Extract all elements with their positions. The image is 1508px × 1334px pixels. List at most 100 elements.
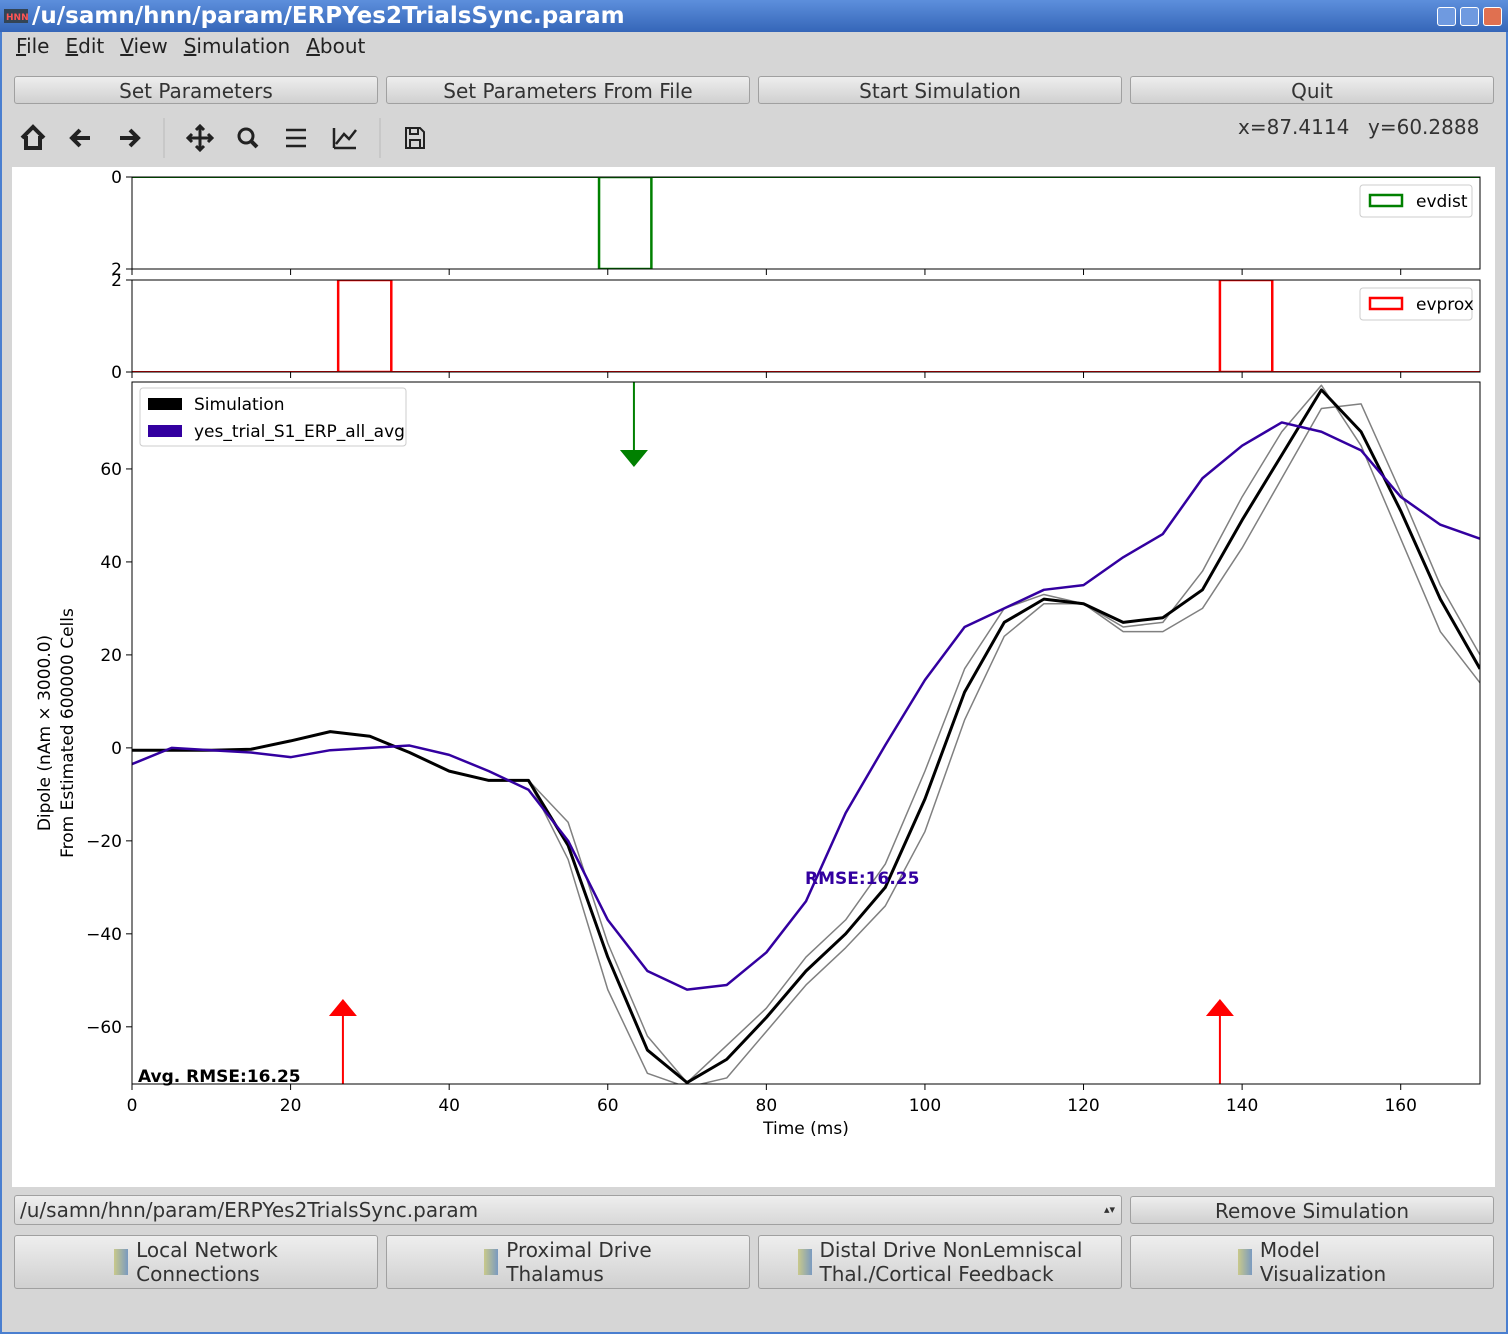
legend-label: evprox bbox=[1416, 295, 1474, 315]
axes-frame bbox=[131, 381, 1481, 1085]
legend: Simulation yes_trial_S1_ERP_all_avg bbox=[139, 387, 407, 447]
button-icon bbox=[797, 1249, 812, 1275]
series-line bbox=[132, 388, 1480, 1084]
drive-button[interactable]: Local Network Connections bbox=[14, 1235, 378, 1289]
button-icon bbox=[484, 1249, 499, 1275]
label-line: Visualization bbox=[1259, 1262, 1387, 1286]
drive-button[interactable]: Proximal Drive Thalamus bbox=[386, 1235, 750, 1289]
label-line: Connections bbox=[136, 1262, 260, 1286]
legend-swatch bbox=[148, 398, 182, 410]
file-combo[interactable]: /u/samn/hnn/param/ERPYes2TrialsSync.para… bbox=[14, 1195, 1122, 1225]
arrow-head bbox=[328, 999, 357, 1016]
menu-item[interactable]: View bbox=[120, 34, 168, 58]
series-line bbox=[132, 421, 1480, 991]
label-line: Model bbox=[1259, 1238, 1320, 1262]
series-line bbox=[132, 403, 1480, 1084]
legend-swatch bbox=[148, 425, 182, 437]
y-tick-label: 0 bbox=[111, 739, 122, 759]
save-icon[interactable] bbox=[405, 127, 425, 149]
y-axis-label: From Estimated 600000 Cells bbox=[58, 608, 78, 858]
avg-rmse-label: Avg. RMSE:16.25 bbox=[138, 1067, 301, 1087]
svg-text:HNN: HNN bbox=[6, 13, 28, 23]
button[interactable]: Set Parameters bbox=[14, 76, 378, 104]
x-tick-label: 100 bbox=[909, 1096, 941, 1116]
button[interactable]: Remove Simulation bbox=[1130, 1196, 1494, 1224]
x-tick-label: 0 bbox=[127, 1096, 138, 1116]
label-line: Thalamus bbox=[506, 1262, 604, 1286]
app-icon: HNN bbox=[4, 9, 28, 23]
y-tick-label: 0 bbox=[111, 168, 122, 188]
forward-icon[interactable] bbox=[120, 128, 141, 148]
back-icon[interactable] bbox=[69, 128, 90, 148]
home-icon[interactable] bbox=[20, 124, 46, 150]
menu-bar: File Edit View Simulation About bbox=[16, 34, 381, 62]
rmse-label: RMSE:16.25 bbox=[805, 869, 919, 889]
menu-item[interactable]: File bbox=[16, 34, 50, 58]
cursor-x: x=87.4114 bbox=[1238, 115, 1350, 139]
x-tick-label: 160 bbox=[1384, 1096, 1416, 1116]
plot-area bbox=[132, 280, 1480, 372]
combo-arrow: ▴▾ bbox=[1103, 1203, 1115, 1216]
bar bbox=[597, 177, 653, 269]
x-tick-label: 120 bbox=[1067, 1096, 1099, 1116]
plot-area bbox=[132, 384, 1480, 1084]
bar bbox=[1218, 280, 1274, 372]
plot-area bbox=[132, 177, 1480, 269]
x-tick-label: 80 bbox=[756, 1096, 778, 1116]
menu-item[interactable]: About bbox=[306, 34, 366, 58]
y-tick-label: 0 bbox=[111, 363, 122, 383]
x-tick-label: 60 bbox=[597, 1096, 619, 1116]
toolbar bbox=[20, 118, 425, 158]
arrow-head bbox=[619, 450, 648, 467]
minimize[interactable] bbox=[1437, 7, 1456, 26]
drive-arrow bbox=[328, 999, 357, 1084]
label-line: Thal./Cortical Feedback bbox=[819, 1262, 1054, 1286]
button-label: Model Visualization bbox=[1260, 1238, 1386, 1286]
label-line: Distal Drive NonLemniscal bbox=[819, 1238, 1083, 1262]
axes-frame bbox=[131, 176, 1481, 270]
x-tick-label: 140 bbox=[1226, 1096, 1258, 1116]
title-bar: HNN /u/samn/hnn/param/ERPYes2TrialsSync.… bbox=[0, 0, 1508, 32]
y-tick-label: −60 bbox=[86, 1018, 122, 1038]
y-tick-label: 2 bbox=[111, 260, 122, 280]
legend-box bbox=[1359, 287, 1473, 321]
legend: evdist bbox=[1359, 184, 1473, 218]
arrow-head bbox=[1205, 999, 1234, 1016]
legend-label: evdist bbox=[1416, 192, 1468, 212]
button-icon bbox=[114, 1249, 129, 1275]
series-line bbox=[132, 384, 1480, 1084]
drive-arrow bbox=[619, 382, 648, 467]
drive-button[interactable]: Distal Drive NonLemniscal Thal./Cortical … bbox=[758, 1235, 1122, 1289]
label-line: Proximal Drive bbox=[506, 1238, 652, 1262]
button-icon bbox=[1237, 1249, 1252, 1275]
x-tick-label: 40 bbox=[438, 1096, 460, 1116]
legend-label: yes_trial_S1_ERP_all_avg bbox=[194, 422, 405, 442]
legend-label: Simulation bbox=[194, 395, 285, 415]
button-label: Proximal Drive Thalamus bbox=[506, 1238, 651, 1286]
axes-icon[interactable] bbox=[332, 128, 357, 150]
button[interactable]: Start Simulation bbox=[758, 76, 1122, 104]
y-tick-label: 60 bbox=[100, 460, 122, 480]
legend: evprox bbox=[1359, 287, 1474, 321]
button[interactable]: Set Parameters From File bbox=[386, 76, 750, 104]
configure-icon[interactable] bbox=[286, 128, 306, 148]
pan-icon[interactable] bbox=[185, 123, 215, 153]
drive-arrow bbox=[1205, 999, 1234, 1084]
axes-frame bbox=[131, 279, 1481, 373]
button[interactable]: Quit bbox=[1130, 76, 1494, 104]
combo-text: /u/samn/hnn/param/ERPYes2TrialsSync.para… bbox=[20, 1198, 479, 1222]
button-label: Local Network Connections bbox=[136, 1238, 278, 1286]
maximize[interactable] bbox=[1460, 7, 1479, 26]
legend-box bbox=[139, 387, 407, 447]
menu-item[interactable]: Simulation bbox=[183, 34, 291, 58]
zoom-icon[interactable] bbox=[237, 127, 255, 145]
drive-button[interactable]: Model Visualization bbox=[1130, 1235, 1494, 1289]
y-tick-label: 20 bbox=[100, 646, 122, 666]
x-tick-label: 20 bbox=[280, 1096, 302, 1116]
close[interactable] bbox=[1483, 7, 1502, 26]
menu-item[interactable]: Edit bbox=[65, 34, 105, 58]
label-line: Local Network bbox=[136, 1238, 278, 1262]
legend-swatch bbox=[1368, 193, 1404, 208]
figure: 0 2 evdist 0 2 evprox −60 −40 −20 0 20 40 60 0 20 40 60 8… bbox=[12, 167, 1495, 1187]
